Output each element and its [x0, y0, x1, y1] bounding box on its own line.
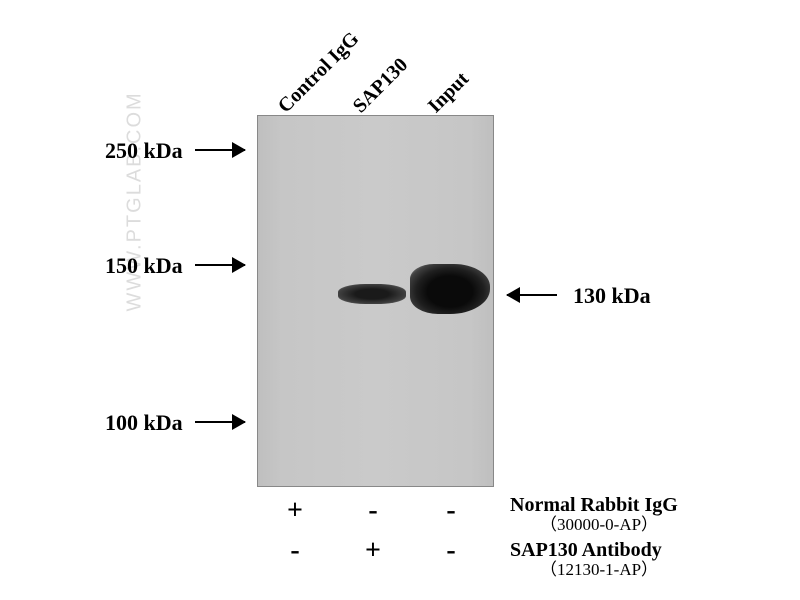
gel-image: [257, 115, 494, 487]
pm-cell: -: [358, 495, 388, 527]
antibody-label-normal-igg: Normal Rabbit IgG: [510, 495, 678, 515]
antibody-catalog-sap130: （12130-1-AP）: [540, 561, 658, 578]
band-marker-label: 130 kDa: [573, 283, 651, 309]
pm-cell: -: [280, 535, 310, 567]
pm-cell: -: [436, 535, 466, 567]
lane-label-input: Input: [424, 68, 474, 118]
band-input: [410, 264, 490, 314]
arrow-icon: [507, 294, 557, 296]
lane-label-control: Control IgG: [274, 28, 364, 118]
pm-cell: -: [436, 495, 466, 527]
pm-cell: +: [280, 495, 310, 527]
antibody-label-sap130: SAP130 Antibody: [510, 540, 662, 560]
lane-label-sap130: SAP130: [349, 54, 413, 118]
arrow-icon: [195, 421, 245, 423]
mw-label-100: 100 kDa: [105, 410, 183, 436]
figure-container: WWW.PTGLAB.COM Control IgG SAP130 Input …: [0, 0, 800, 600]
mw-label-150: 150 kDa: [105, 253, 183, 279]
mw-label-250: 250 kDa: [105, 138, 183, 164]
antibody-catalog-normal-igg: （30000-0-AP）: [540, 516, 658, 533]
pm-cell: +: [358, 535, 388, 567]
band-sap130: [338, 284, 406, 304]
arrow-icon: [195, 149, 245, 151]
arrow-icon: [195, 264, 245, 266]
